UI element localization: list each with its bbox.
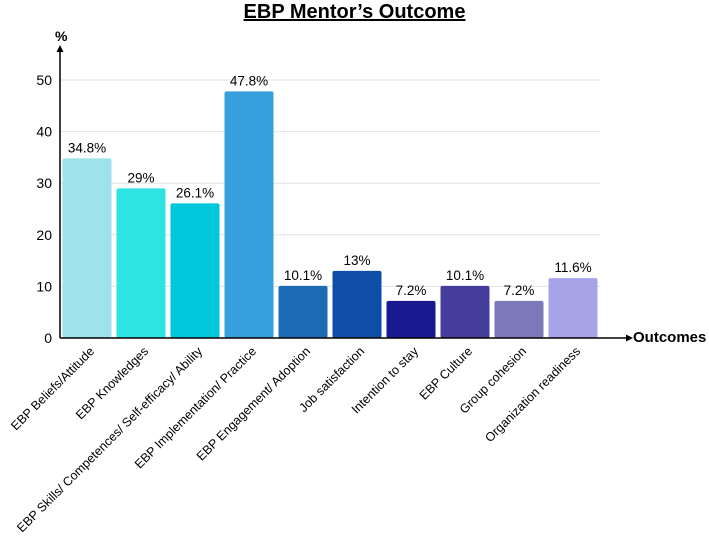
bar	[62, 158, 112, 338]
y-axis-label: %	[55, 28, 68, 44]
bar-data-label: 10.1%	[446, 268, 484, 283]
bar	[332, 270, 382, 338]
bar-data-label: 13%	[343, 253, 370, 268]
bar	[224, 91, 274, 339]
x-tick-label: Organization readiness	[482, 344, 583, 445]
y-tick-label: 10	[36, 278, 52, 294]
y-tick-label: 40	[36, 124, 52, 140]
x-tick-label: EBP Culture	[417, 344, 475, 402]
bar-data-label: 7.2%	[504, 283, 535, 298]
bar-data-label: 26.1%	[176, 185, 214, 200]
bar	[278, 285, 328, 338]
bar-data-label: 11.6%	[554, 260, 591, 275]
x-tick-label: EBP Skills/ Competences/ Self-efficacy/ …	[14, 344, 205, 535]
x-axis-arrow	[626, 334, 633, 342]
bar	[548, 278, 598, 338]
bar	[494, 300, 544, 338]
bar-data-label: 29%	[127, 170, 154, 185]
bar	[116, 188, 166, 338]
y-tick-label: 0	[44, 330, 52, 346]
bar	[386, 300, 436, 338]
x-axis-label: Outcomes	[633, 329, 706, 346]
y-tick-label: 30	[36, 175, 52, 191]
y-tick-label: 20	[36, 227, 52, 243]
gridlines	[60, 79, 600, 287]
bar-data-label: 7.2%	[396, 283, 427, 298]
bar	[170, 203, 220, 338]
bar-data-label: 47.8%	[230, 73, 268, 88]
chart-title: EBP Mentor’s Outcome	[243, 1, 466, 23]
bars	[62, 91, 598, 339]
x-tick-label: EBP Engagement/ Adoption	[194, 344, 313, 463]
bar	[440, 285, 490, 338]
bar-data-label: 10.1%	[284, 268, 322, 283]
y-tick-label: 50	[36, 72, 52, 88]
y-axis-arrow	[56, 45, 64, 52]
data-labels: 34.8% 29% 26.1% 47.8% 10.1% 13% 7.2% 10.1% 7.2% 1…	[68, 73, 592, 297]
bar-data-label: 34.8%	[68, 140, 106, 155]
